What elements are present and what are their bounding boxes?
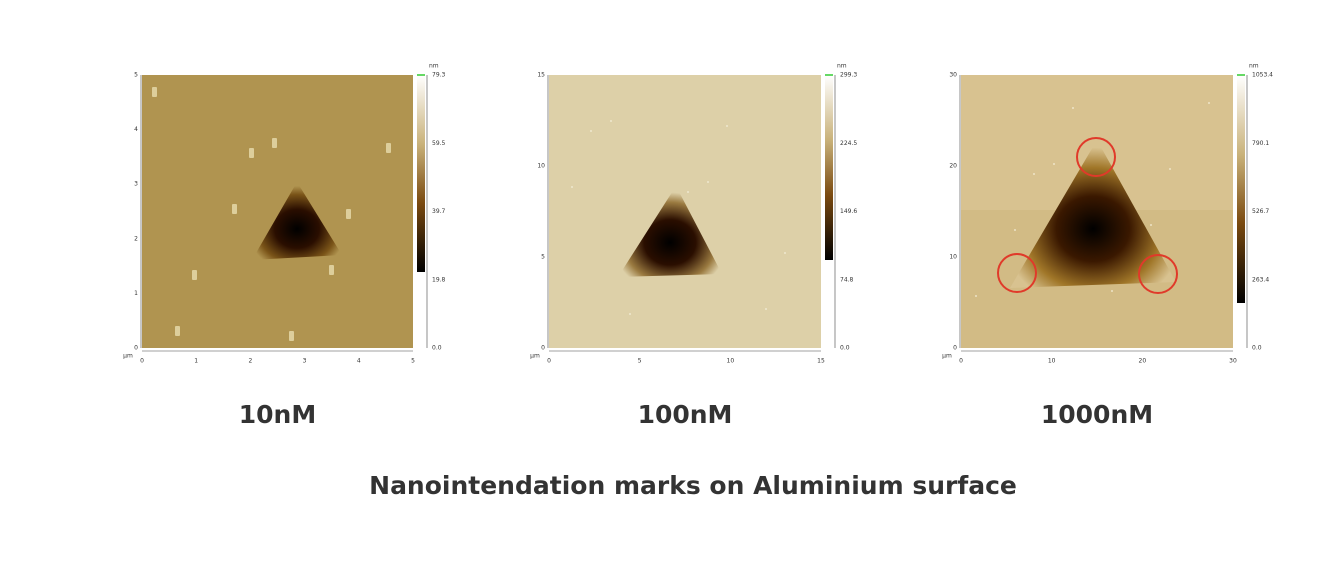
colorbar [417, 75, 425, 272]
surface-particle [1014, 229, 1016, 231]
colorbar-tick-label: 79.3 [432, 72, 446, 79]
surface-particle [765, 308, 767, 310]
x-unit: μm [942, 353, 952, 360]
y-tick-label: 1 [134, 290, 138, 297]
surface-particle [687, 191, 689, 193]
colorbar-tick-label: 0.0 [432, 345, 442, 352]
colorbar-unit: nm [837, 63, 847, 70]
indent-mark [618, 186, 722, 277]
colorbar-tick-label: 790.1 [1252, 140, 1269, 147]
colorbar-unit: nm [1249, 63, 1259, 70]
surface-particle [975, 295, 977, 297]
y-tick-label: 0 [134, 345, 138, 352]
surface-particle [1111, 290, 1113, 292]
y-tick-label: 10 [949, 254, 957, 261]
surface-particle [590, 130, 592, 132]
surface-particle [726, 125, 728, 127]
panel-caption: 10nM [239, 400, 316, 429]
surface-particle [192, 270, 197, 280]
x-tick-label: 1 [194, 358, 198, 365]
colorbar-tick-label: 149.6 [840, 208, 857, 215]
surface-particle [346, 209, 351, 219]
y-tick-label: 5 [134, 72, 138, 79]
surface-particle [272, 138, 277, 148]
panel-caption: 100nM [638, 400, 733, 429]
colorbar-tick-label: 526.7 [1252, 208, 1269, 215]
colorbar [1237, 75, 1245, 303]
y-tick-label: 0 [541, 345, 545, 352]
surface-particle [1208, 102, 1210, 104]
surface-particle [289, 331, 294, 341]
y-tick-label: 4 [134, 126, 138, 133]
highlight-circle [997, 253, 1037, 293]
x-tick-label: 0 [140, 358, 144, 365]
y-tick-label: 20 [949, 163, 957, 170]
afm-image [142, 75, 413, 348]
x-tick-label: 3 [303, 358, 307, 365]
x-tick-label: 10 [727, 358, 735, 365]
highlight-circle [1076, 137, 1116, 177]
surface-particle [784, 252, 786, 254]
colorbar-tick-label: 59.5 [432, 140, 446, 147]
x-tick-label: 30 [1229, 358, 1237, 365]
highlight-circle [1138, 254, 1178, 294]
surface-particle [571, 186, 573, 188]
colorbar [825, 75, 833, 260]
colorbar-tick-label: 0.0 [1252, 345, 1262, 352]
figure-caption: Nanointendation marks on Aluminium surfa… [369, 471, 1017, 500]
surface-particle [629, 313, 631, 315]
x-tick-label: 2 [248, 358, 252, 365]
colorbar-tick-label: 299.3 [840, 72, 857, 79]
x-tick-label: 0 [547, 358, 551, 365]
surface-particle [175, 326, 180, 336]
panel-caption: 1000nM [1041, 400, 1153, 429]
y-tick-label: 0 [953, 345, 957, 352]
surface-particle [1150, 224, 1152, 226]
surface-particle [386, 143, 391, 153]
x-tick-label: 15 [817, 358, 825, 365]
surface-particle [152, 87, 157, 97]
surface-particle [1072, 107, 1074, 109]
colorbar-tick-label: 19.8 [432, 276, 446, 283]
x-tick-label: 4 [357, 358, 361, 365]
surface-particle [1169, 168, 1171, 170]
colorbar-tick-label: 39.7 [432, 208, 446, 215]
colorbar-tick-label: 0.0 [840, 345, 850, 352]
surface-particle [1033, 173, 1035, 175]
indent-mark [1010, 140, 1176, 288]
x-unit: μm [530, 353, 540, 360]
x-tick-label: 5 [411, 358, 415, 365]
y-tick-label: 15 [537, 72, 545, 79]
x-tick-label: 0 [959, 358, 963, 365]
colorbar-tick-label: 1053.4 [1252, 72, 1273, 79]
y-tick-label: 30 [949, 72, 957, 79]
surface-particle [249, 148, 254, 158]
x-tick-label: 5 [638, 358, 642, 365]
surface-particle [1053, 163, 1055, 165]
y-tick-label: 5 [541, 254, 545, 261]
x-tick-label: 20 [1139, 358, 1147, 365]
surface-particle [707, 181, 709, 183]
colorbar-tick-label: 224.5 [840, 140, 857, 147]
x-unit: μm [123, 353, 133, 360]
colorbar-tick-label: 263.4 [1252, 276, 1269, 283]
y-tick-label: 10 [537, 163, 545, 170]
colorbar-tick-label: 74.8 [840, 276, 854, 283]
surface-particle [232, 204, 237, 214]
x-tick-label: 10 [1048, 358, 1056, 365]
indent-mark [252, 182, 342, 260]
y-tick-label: 3 [134, 181, 138, 188]
y-tick-label: 2 [134, 235, 138, 242]
surface-particle [329, 265, 334, 275]
colorbar-unit: nm [429, 63, 439, 70]
surface-particle [610, 120, 612, 122]
